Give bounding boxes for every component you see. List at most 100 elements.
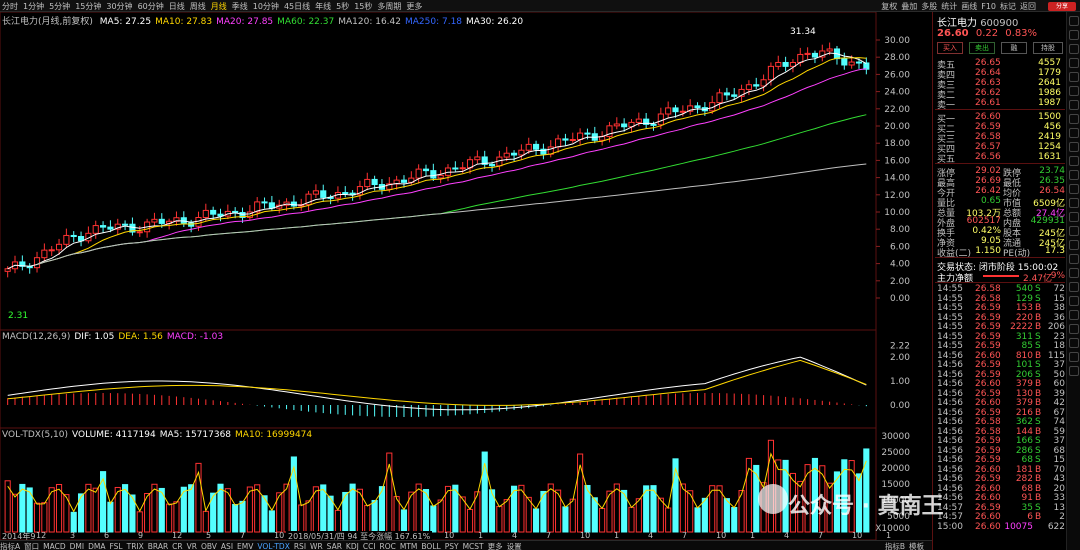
macd-tick-label: 1.00 bbox=[890, 377, 910, 387]
side-tool-icon[interactable] bbox=[1069, 156, 1079, 166]
holdings-button[interactable]: 持股 bbox=[1033, 42, 1063, 54]
side-tool-icon[interactable] bbox=[1069, 184, 1079, 194]
side-tool-icon[interactable] bbox=[1069, 296, 1079, 306]
share-button[interactable]: 分享 bbox=[1048, 2, 1076, 11]
tick-volume: 362 bbox=[1015, 417, 1033, 427]
indicator-tab[interactable]: VOL-TDX bbox=[257, 542, 290, 550]
indicator-tab[interactable]: CCI bbox=[362, 542, 376, 550]
bid-row[interactable]: 买一 26.60 1500 bbox=[937, 112, 1065, 125]
side-tool-icon[interactable] bbox=[1069, 142, 1079, 152]
bid-row[interactable]: 买四 26.57 1254 bbox=[937, 142, 1065, 155]
tab-period-15[interactable]: 多周期 bbox=[377, 2, 402, 11]
menu-item-4[interactable]: 画线 bbox=[961, 2, 978, 11]
tab-period-5[interactable]: 60分钟 bbox=[137, 2, 164, 11]
indicator-tab[interactable]: MTM bbox=[399, 542, 418, 550]
menu-item-2[interactable]: 多股 bbox=[921, 2, 938, 11]
side-tool-icon[interactable] bbox=[1069, 240, 1079, 250]
menu-item-1[interactable]: 叠加 bbox=[901, 2, 918, 11]
kline-chart[interactable]: 30.0028.0026.0024.0022.0020.0018.0016.00… bbox=[0, 12, 932, 540]
chart-area[interactable]: 30.00 28.00 26.00 24.00 22.00 20.00 18.00 16.00… bbox=[0, 12, 932, 540]
indicator-tab[interactable]: CR bbox=[172, 542, 183, 550]
side-tool-icon[interactable] bbox=[1069, 86, 1079, 96]
tab-period-6[interactable]: 日线 bbox=[168, 2, 185, 11]
side-tool-icon[interactable] bbox=[1069, 114, 1079, 124]
side-tool-icon[interactable] bbox=[1069, 268, 1079, 278]
ask-row[interactable]: 卖三 26.63 2641 bbox=[937, 78, 1065, 91]
indicator-tab[interactable]: TRIX bbox=[126, 542, 144, 550]
tab-period-0[interactable]: 分时 bbox=[2, 2, 18, 11]
indicator-tab[interactable]: 更多 bbox=[487, 542, 503, 550]
indicator-tab[interactable]: SAR bbox=[326, 542, 342, 550]
tab-period-9[interactable]: 季线 bbox=[231, 2, 248, 11]
side-tool-icon[interactable] bbox=[1069, 352, 1079, 362]
indicator-tab[interactable]: BRAR bbox=[147, 542, 169, 550]
side-tool-icon[interactable] bbox=[1069, 72, 1079, 82]
side-tool-icon[interactable] bbox=[1069, 324, 1079, 334]
tab-period-3[interactable]: 15分钟 bbox=[75, 2, 102, 11]
ask-row[interactable]: 卖一 26.61 1987 bbox=[937, 98, 1065, 111]
candle-body bbox=[621, 123, 628, 128]
menu-item-6[interactable]: 标记 bbox=[1000, 2, 1016, 11]
tab-period-10[interactable]: 10分钟 bbox=[252, 2, 279, 11]
menu-item-0[interactable]: 复权 bbox=[881, 2, 898, 11]
side-tool-icon[interactable] bbox=[1069, 226, 1079, 236]
indicator-tab[interactable]: 设置 bbox=[506, 542, 522, 550]
indicator-tab[interactable]: DMI bbox=[69, 542, 85, 550]
tab-period-2[interactable]: 5分钟 bbox=[49, 2, 71, 11]
side-tool-icon[interactable] bbox=[1069, 58, 1079, 68]
divider bbox=[935, 163, 1065, 164]
indicator-tab[interactable]: MCST bbox=[462, 542, 484, 550]
bid-row[interactable]: 买五 26.56 1631 bbox=[937, 152, 1065, 165]
side-tool-icon[interactable] bbox=[1069, 282, 1079, 292]
ask-row[interactable]: 卖五 26.65 4557 bbox=[937, 58, 1065, 71]
tab-period-13[interactable]: 5秒 bbox=[336, 2, 350, 11]
indicator-tab[interactable]: FSL bbox=[109, 542, 123, 550]
indicator-tab-extra[interactable]: 指标B bbox=[884, 542, 905, 550]
menu-item-7[interactable]: 返回 bbox=[1020, 2, 1036, 11]
buy-button[interactable]: 买入 bbox=[937, 42, 963, 54]
menu-item-3[interactable]: 统计 bbox=[941, 2, 958, 11]
indicator-tab[interactable]: ROC bbox=[379, 542, 396, 550]
menu-item-5[interactable]: F10 bbox=[981, 2, 996, 11]
tab-period-4[interactable]: 30分钟 bbox=[106, 2, 133, 11]
side-tool-icon[interactable] bbox=[1069, 198, 1079, 208]
side-tool-icon[interactable] bbox=[1069, 212, 1079, 222]
sell-button[interactable]: 卖出 bbox=[969, 42, 995, 54]
side-tool-icon[interactable] bbox=[1069, 100, 1079, 110]
indicator-tab[interactable]: WR bbox=[310, 542, 323, 550]
indicator-tab[interactable]: BOLL bbox=[421, 542, 441, 550]
indicator-tab[interactable]: DMA bbox=[88, 542, 106, 550]
indicator-tab[interactable]: KDJ bbox=[345, 542, 359, 550]
side-tool-icon[interactable] bbox=[1069, 30, 1079, 40]
ask-row[interactable]: 卖二 26.62 1986 bbox=[937, 88, 1065, 101]
tab-period-16[interactable]: 更多 bbox=[406, 2, 423, 11]
side-tool-icon[interactable] bbox=[1069, 170, 1079, 180]
side-tool-icon[interactable] bbox=[1069, 366, 1079, 376]
side-tool-icon[interactable] bbox=[1069, 44, 1079, 54]
indicator-tab[interactable]: RSI bbox=[293, 542, 307, 550]
side-tool-icon[interactable] bbox=[1069, 16, 1079, 26]
side-tool-icon[interactable] bbox=[1069, 338, 1079, 348]
indicator-tab[interactable]: ASI bbox=[220, 542, 234, 550]
side-tool-icon[interactable] bbox=[1069, 128, 1079, 138]
indicator-tab-extra[interactable]: 模板 bbox=[909, 542, 924, 550]
tab-period-8[interactable]: 月线 bbox=[210, 2, 227, 11]
tab-period-7[interactable]: 周线 bbox=[189, 2, 206, 11]
indicator-tab[interactable]: MACD bbox=[43, 542, 66, 550]
bid-row[interactable]: 买二 26.59 456 bbox=[937, 122, 1065, 135]
indicator-tab[interactable]: PSY bbox=[444, 542, 459, 550]
indicator-tab[interactable]: 指标A bbox=[0, 542, 21, 550]
margin-button[interactable]: 融 bbox=[1001, 42, 1027, 54]
indicator-tab[interactable]: VR bbox=[186, 542, 197, 550]
indicator-tab[interactable]: EMV bbox=[237, 542, 254, 550]
tab-period-1[interactable]: 1分钟 bbox=[23, 2, 45, 11]
indicator-tab[interactable]: OBV bbox=[200, 542, 217, 550]
tab-period-14[interactable]: 15秒 bbox=[354, 2, 373, 11]
indicator-tab[interactable]: 窗口 bbox=[24, 542, 40, 550]
tab-period-12[interactable]: 年线 bbox=[315, 2, 332, 11]
ask-row[interactable]: 卖四 26.64 1779 bbox=[937, 68, 1065, 81]
side-tool-icon[interactable] bbox=[1069, 310, 1079, 320]
tab-period-11[interactable]: 45日线 bbox=[283, 2, 311, 11]
side-tool-icon[interactable] bbox=[1069, 254, 1079, 264]
bid-row[interactable]: 买三 26.58 2419 bbox=[937, 132, 1065, 145]
